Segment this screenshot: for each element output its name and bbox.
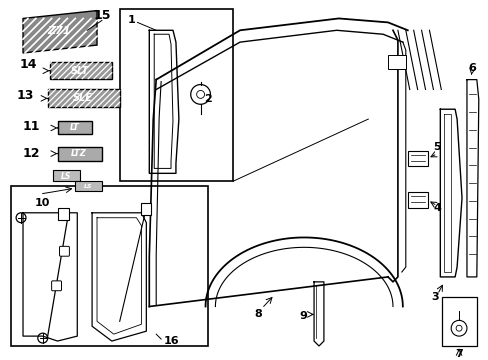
Text: 4: 4 [432, 203, 440, 213]
Text: 1: 1 [127, 15, 135, 26]
Polygon shape [58, 147, 102, 161]
Bar [11, 186, 208, 346]
Text: 9: 9 [299, 311, 306, 321]
Text: 5: 5 [433, 142, 440, 152]
Polygon shape [53, 170, 80, 181]
Text: Z71: Z71 [48, 26, 71, 36]
Bar [58, 208, 69, 220]
Text: 2: 2 [203, 94, 211, 104]
Text: 12: 12 [22, 147, 40, 160]
Text: 7: 7 [454, 349, 462, 359]
Text: 8: 8 [253, 309, 261, 319]
Text: 11: 11 [22, 121, 40, 134]
Bar [407, 150, 427, 166]
Text: SLT: SLT [71, 66, 89, 76]
Polygon shape [58, 121, 92, 134]
Polygon shape [50, 62, 112, 78]
Text: LT: LT [69, 123, 79, 132]
Text: LTZ: LTZ [71, 149, 87, 158]
Text: LS: LS [84, 184, 92, 189]
Bar [120, 9, 233, 181]
FancyBboxPatch shape [52, 281, 61, 291]
Text: 14: 14 [19, 58, 37, 71]
Polygon shape [48, 90, 120, 107]
Text: 10: 10 [35, 198, 50, 208]
FancyBboxPatch shape [60, 246, 69, 256]
Text: 16: 16 [163, 336, 179, 346]
Text: 3: 3 [431, 292, 438, 302]
Bar [141, 203, 151, 215]
Text: 13: 13 [16, 89, 34, 102]
Text: 15: 15 [93, 9, 110, 22]
Bar [407, 192, 427, 208]
Text: LS: LS [61, 172, 71, 181]
Text: SLE: SLE [73, 93, 93, 103]
Text: 6: 6 [467, 63, 475, 73]
Bar [387, 55, 405, 69]
Bar [441, 297, 476, 346]
Polygon shape [23, 10, 97, 53]
Polygon shape [75, 181, 102, 191]
